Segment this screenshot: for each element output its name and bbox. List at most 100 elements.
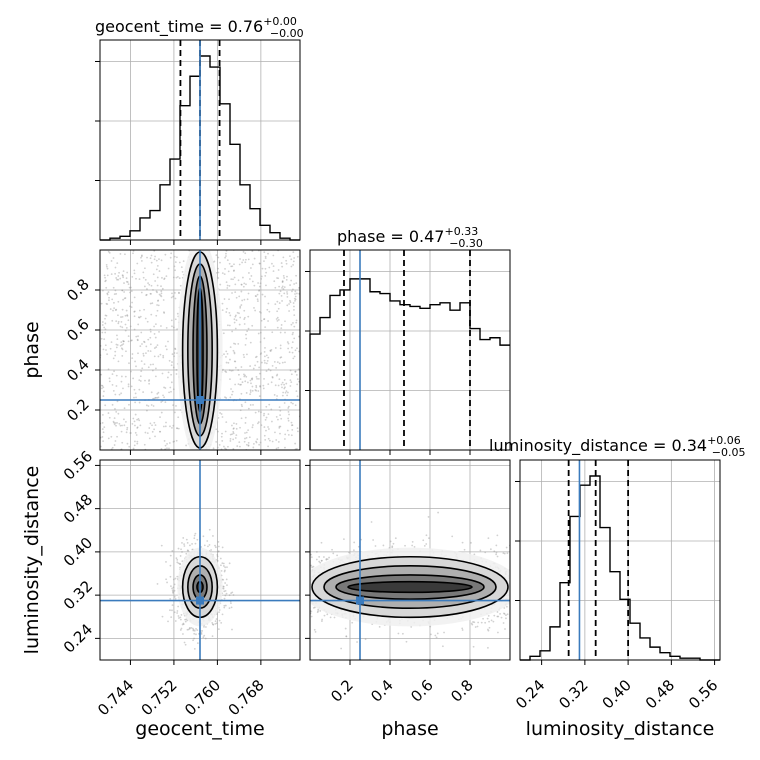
scatter-point bbox=[194, 542, 197, 545]
scatter-point bbox=[117, 300, 120, 303]
scatter-point bbox=[153, 428, 156, 431]
scatter-point bbox=[298, 287, 300, 289]
scatter-point bbox=[114, 393, 117, 396]
scatter-point bbox=[130, 370, 132, 373]
scatter-point bbox=[413, 545, 416, 548]
scatter-point bbox=[279, 347, 282, 350]
scatter-point bbox=[274, 384, 277, 387]
scatter-point bbox=[113, 293, 116, 296]
scatter-point bbox=[221, 309, 224, 312]
scatter-point bbox=[267, 252, 269, 255]
scatter-point bbox=[168, 442, 171, 444]
scatter-point bbox=[121, 289, 124, 292]
scatter-point bbox=[125, 431, 128, 434]
scatter-point bbox=[274, 286, 277, 289]
scatter-point bbox=[473, 621, 476, 624]
scatter-point bbox=[117, 278, 120, 281]
scatter-point bbox=[152, 363, 155, 366]
scatter-point bbox=[286, 304, 289, 307]
scatter-point bbox=[240, 392, 243, 395]
scatter-point bbox=[232, 438, 235, 441]
scatter-point bbox=[282, 274, 285, 277]
scatter-point bbox=[114, 422, 117, 424]
scatter-point bbox=[222, 332, 225, 335]
scatter-point bbox=[245, 337, 248, 340]
scatter-point bbox=[230, 278, 233, 281]
scatter-point bbox=[180, 614, 183, 616]
scatter-point bbox=[288, 351, 291, 354]
scatter-point bbox=[278, 406, 281, 409]
scatter-point bbox=[114, 440, 117, 442]
scatter-point bbox=[275, 415, 278, 418]
scatter-point bbox=[259, 341, 262, 343]
scatter-point bbox=[283, 402, 286, 404]
scatter-point bbox=[126, 442, 129, 445]
scatter-point bbox=[251, 377, 254, 380]
scatter-point bbox=[220, 564, 222, 567]
scatter-point bbox=[227, 361, 230, 364]
scatter-point bbox=[155, 290, 158, 293]
scatter-point bbox=[156, 276, 159, 279]
scatter-point bbox=[495, 544, 498, 547]
scatter-point bbox=[256, 298, 259, 301]
scatter-point bbox=[130, 339, 132, 342]
scatter-point bbox=[134, 360, 136, 363]
scatter-point bbox=[276, 326, 279, 329]
scatter-point bbox=[316, 611, 319, 614]
scatter-point bbox=[148, 283, 151, 286]
scatter-point bbox=[157, 300, 159, 302]
scatter-point bbox=[279, 331, 282, 334]
scatter-point bbox=[276, 319, 279, 322]
scatter-point bbox=[256, 360, 259, 363]
scatter-point bbox=[152, 405, 155, 407]
scatter-point bbox=[250, 275, 253, 277]
scatter-point bbox=[140, 256, 142, 259]
scatter-point bbox=[254, 295, 257, 297]
scatter-point bbox=[292, 260, 295, 263]
scatter-point bbox=[214, 546, 217, 549]
scatter-point bbox=[231, 390, 234, 393]
scatter-point bbox=[224, 267, 226, 270]
scatter-point bbox=[297, 430, 299, 433]
scatter-point bbox=[170, 585, 172, 588]
scatter-point bbox=[146, 409, 148, 412]
scatter-point bbox=[486, 628, 489, 631]
scatter-point bbox=[262, 384, 265, 387]
scatter-point bbox=[193, 632, 196, 635]
scatter-point bbox=[318, 560, 321, 563]
scatter-point bbox=[295, 390, 298, 393]
scatter-point bbox=[229, 314, 232, 317]
scatter-point bbox=[281, 394, 284, 397]
scatter-point bbox=[140, 255, 143, 258]
scatter-point bbox=[114, 354, 117, 357]
scatter-point bbox=[495, 551, 498, 554]
scatter-point bbox=[340, 647, 343, 650]
scatter-point bbox=[223, 445, 225, 448]
scatter-point bbox=[503, 613, 506, 615]
scatter-point bbox=[239, 426, 241, 429]
scatter-point bbox=[256, 438, 259, 441]
scatter-point bbox=[147, 350, 150, 352]
scatter-point bbox=[482, 617, 484, 620]
scatter-point bbox=[176, 610, 179, 612]
scatter-point bbox=[239, 316, 242, 319]
scatter-point bbox=[216, 446, 219, 449]
scatter-point bbox=[155, 346, 158, 348]
scatter-point bbox=[123, 424, 126, 427]
title-phase: phase = 0.47+0.33 −0.30 bbox=[337, 225, 483, 250]
scatter-point bbox=[260, 319, 263, 322]
scatter-point bbox=[229, 346, 232, 349]
scatter-point bbox=[103, 338, 106, 341]
scatter-point bbox=[173, 255, 176, 258]
scatter-point bbox=[174, 318, 177, 321]
scatter-point bbox=[145, 352, 147, 354]
scatter-point bbox=[100, 387, 103, 390]
scatter-point bbox=[167, 371, 170, 374]
scatter-point bbox=[294, 299, 296, 302]
scatter-point bbox=[115, 343, 118, 346]
scatter-point bbox=[150, 391, 153, 394]
scatter-point bbox=[225, 578, 228, 581]
scatter-point bbox=[333, 616, 336, 619]
scatter-point bbox=[139, 375, 142, 378]
scatter-point bbox=[493, 550, 496, 553]
